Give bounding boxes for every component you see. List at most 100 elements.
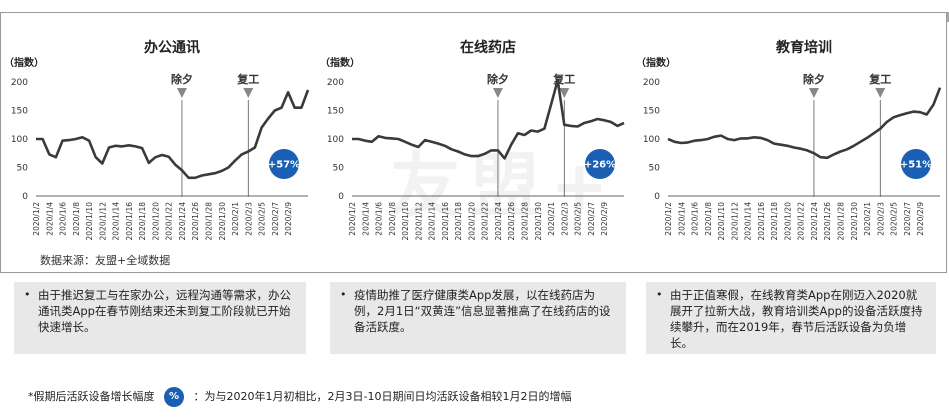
y-tick-label: 0 bbox=[22, 192, 28, 202]
event-triangle-icon bbox=[875, 88, 886, 98]
x-tick-label: 2020/1/30 bbox=[218, 202, 227, 241]
y-tick-label: 0 bbox=[338, 192, 344, 202]
chart-panel-pharmacy: 在线药店 （指数） 0 50 100 150 200 2020/1/2 2020/1/4 2020… bbox=[318, 24, 632, 264]
x-tick-label: 2020/1/28 bbox=[204, 202, 213, 241]
y-tick-label: 200 bbox=[327, 78, 344, 88]
x-tick-label: 2020/1/16 bbox=[757, 202, 766, 241]
event-label: 除夕 bbox=[487, 72, 509, 86]
percent-badge-icon: % bbox=[164, 387, 184, 407]
chart-title: 办公通讯 bbox=[144, 39, 200, 56]
x-tick-label: 2020/1/24 bbox=[494, 202, 503, 241]
x-tick-label: 2020/1/14 bbox=[112, 202, 121, 241]
x-tick-label: 2020/1/12 bbox=[98, 202, 107, 241]
growth-badge bbox=[269, 149, 299, 179]
x-tick-label: 2020/2/3 bbox=[876, 202, 885, 236]
x-tick-label: 2020/1/8 bbox=[704, 202, 713, 236]
chart-panel-office: 办公通讯 （指数） 0 50 100 150 200 2020/1/2 2020/1/4 2020… bbox=[2, 24, 316, 264]
x-tick-label: 2020/1/22 bbox=[481, 202, 490, 241]
x-tick-label: 2020/1/26 bbox=[191, 202, 200, 241]
note-office: • 由于推迟复工与在家办公，远程沟通等需求，办公通讯类App在春节刚结束还未到复… bbox=[14, 282, 306, 354]
y-tick-label: 150 bbox=[11, 107, 28, 117]
x-tick-label: 2020/1/18 bbox=[454, 202, 463, 241]
watermark: 友盟+ bbox=[390, 145, 619, 227]
x-tick-label: 2020/2/9 bbox=[284, 202, 293, 236]
y-tick-label: 50 bbox=[17, 164, 29, 174]
x-tick-label: 2020/1/8 bbox=[388, 202, 397, 236]
y-tick-label: 50 bbox=[649, 164, 661, 174]
x-tick-label: 2020/1/4 bbox=[677, 202, 686, 236]
charts-frame bbox=[0, 12, 947, 273]
bullet-icon: • bbox=[656, 288, 663, 301]
x-tick-label: 2020/1/18 bbox=[138, 202, 147, 241]
event-triangle-icon bbox=[176, 88, 187, 98]
bullet-icon: • bbox=[340, 288, 347, 301]
x-tick-label: 2020/1/18 bbox=[770, 202, 779, 241]
x-tick-label: 2020/1/6 bbox=[691, 202, 700, 236]
y-axis-label: （指数） bbox=[636, 56, 676, 69]
x-tick-label: 2020/1/6 bbox=[59, 202, 68, 236]
x-tick-label: 2020/2/7 bbox=[903, 202, 912, 236]
note-text-pharmacy: 疫情助推了医疗健康类App发展，以在线药店为例，2月1日“双黄连”信息显著推高了… bbox=[354, 288, 611, 334]
event-triangle-icon bbox=[243, 88, 254, 98]
x-tick-label: 2020/1/10 bbox=[401, 202, 410, 241]
y-tick-label: 0 bbox=[654, 192, 660, 202]
x-tick-label: 2020/1/28 bbox=[836, 202, 845, 241]
x-tick-label: 2020/1/26 bbox=[507, 202, 516, 241]
x-tick-label: 2020/1/22 bbox=[165, 202, 174, 241]
note-pharmacy: • 疫情助推了医疗健康类App发展，以在线药店为例，2月1日“双黄连”信息显著推… bbox=[330, 282, 626, 354]
x-tick-label: 2020/2/7 bbox=[587, 202, 596, 236]
series-line bbox=[667, 87, 942, 160]
x-tick-label: 2020/2/1 bbox=[231, 202, 240, 236]
x-tick-label: 2020/1/24 bbox=[810, 202, 819, 241]
footnote-prefix: *假期后活跃设备增长幅度 bbox=[28, 390, 155, 403]
y-axis-label: （指数） bbox=[320, 56, 360, 69]
note-text-education: 由于正值寒假，在线教育类App在刚迈入2020就展开了拉新大战，教育培训类App… bbox=[670, 288, 923, 350]
chart-svg-education: 教育培训 （指数） 0 50 100 150 200 2020/1/2 2020/1/4 2020… bbox=[636, 39, 942, 241]
y-axis-label: （指数） bbox=[4, 56, 44, 69]
event-label: 除夕 bbox=[171, 72, 193, 86]
y-tick-label: 100 bbox=[643, 135, 660, 145]
y-tick-label: 150 bbox=[643, 107, 660, 117]
footnote-suffix: ：为与2020年1月初相比，2月3日-10日期间日均活跃设备相较1月2日的增幅 bbox=[193, 390, 572, 403]
note-text-office: 由于推迟复工与在家办公，远程沟通等需求，办公通讯类App在春节刚结束还未到复工阶… bbox=[38, 288, 291, 334]
chart-svg-office: 办公通讯 （指数） 0 50 100 150 200 2020/1/2 2020/1/4 2020… bbox=[4, 39, 310, 241]
x-tick-label: 2020/1/4 bbox=[45, 202, 54, 236]
growth-badge-label: +51% bbox=[900, 160, 932, 171]
x-tick-label: 2020/1/24 bbox=[178, 202, 187, 241]
event-label: 除夕 bbox=[803, 72, 825, 86]
x-tick-label: 2020/2/3 bbox=[244, 202, 253, 236]
x-tick-label: 2020/1/8 bbox=[72, 202, 81, 236]
series-line bbox=[352, 78, 625, 160]
event-triangle-icon bbox=[492, 88, 503, 98]
x-tick-label: 2020/1/20 bbox=[467, 202, 476, 241]
x-tick-label: 2020/1/6 bbox=[375, 202, 384, 236]
x-tick-label: 2020/2/5 bbox=[574, 202, 583, 236]
x-tick-label: 2020/1/2 bbox=[664, 202, 673, 236]
x-tick-label: 2020/1/4 bbox=[361, 202, 370, 236]
growth-badge-label: +26% bbox=[584, 160, 616, 171]
growth-badge-label: +57% bbox=[268, 160, 300, 171]
x-tick-label: 2020/1/30 bbox=[850, 202, 859, 241]
series-line bbox=[36, 89, 310, 180]
footnote: *假期后活跃设备增长幅度 % ：为与2020年1月初相比，2月3日-10日期间日… bbox=[28, 387, 571, 407]
x-tick-label: 2020/1/28 bbox=[520, 202, 529, 241]
x-tick-label: 2020/2/9 bbox=[600, 202, 609, 236]
x-tick-label: 2020/1/14 bbox=[744, 202, 753, 241]
event-label: 复工 bbox=[868, 72, 891, 86]
x-tick-label: 2020/1/14 bbox=[428, 202, 437, 241]
y-tick-label: 50 bbox=[333, 164, 345, 174]
x-tick-label: 2020/1/12 bbox=[414, 202, 423, 241]
chart-panel-education: 教育培训 （指数） 0 50 100 150 200 2020/1/2 2020/1/4 2020… bbox=[634, 24, 948, 264]
growth-badge bbox=[901, 149, 931, 179]
chart-title: 在线药店 bbox=[460, 39, 516, 56]
y-tick-label: 100 bbox=[327, 135, 344, 145]
x-tick-label: 2020/1/20 bbox=[151, 202, 160, 241]
x-tick-label: 2020/1/2 bbox=[32, 202, 41, 236]
y-tick-label: 150 bbox=[327, 107, 344, 117]
x-tick-label: 2020/1/16 bbox=[441, 202, 450, 241]
y-tick-label: 200 bbox=[11, 78, 28, 88]
chart-svg-pharmacy: 在线药店 （指数） 0 50 100 150 200 2020/1/2 2020/1/4 2020… bbox=[320, 39, 625, 241]
growth-badge bbox=[585, 149, 615, 179]
chart-title: 教育培训 bbox=[776, 39, 832, 56]
note-education: • 由于正值寒假，在线教育类App在刚迈入2020就展开了拉新大战，教育培训类A… bbox=[646, 282, 936, 354]
